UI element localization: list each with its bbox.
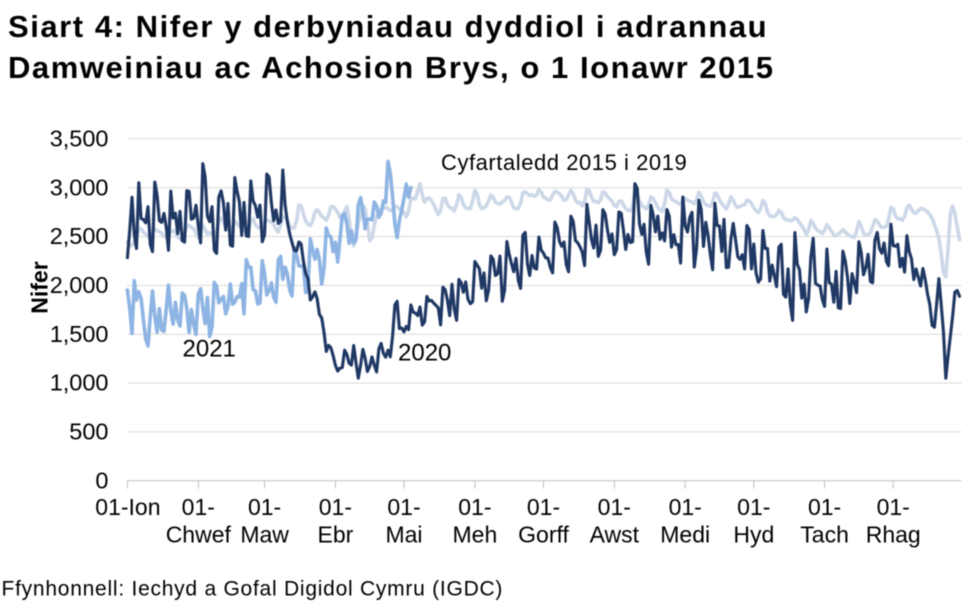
- svg-text:01-: 01-: [458, 494, 491, 520]
- svg-text:01-: 01-: [387, 494, 420, 520]
- svg-text:Rhag: Rhag: [866, 522, 921, 548]
- svg-text:01-: 01-: [598, 494, 631, 520]
- svg-text:01-: 01-: [808, 494, 841, 520]
- svg-text:2020: 2020: [398, 340, 451, 367]
- svg-text:01-: 01-: [737, 494, 770, 520]
- svg-text:Nifer: Nifer: [27, 261, 53, 313]
- svg-text:2021: 2021: [183, 336, 236, 363]
- svg-text:Chwef: Chwef: [166, 522, 232, 548]
- svg-text:Ffynhonnell: Iechyd a Gofal Di: Ffynhonnell: Iechyd a Gofal Digidol Cymr…: [2, 578, 504, 601]
- svg-text:Medi: Medi: [660, 522, 710, 548]
- svg-text:01-: 01-: [877, 494, 910, 520]
- svg-text:Hyd: Hyd: [733, 522, 774, 548]
- svg-text:01-: 01-: [182, 494, 215, 520]
- svg-text:3,000: 3,000: [50, 174, 109, 200]
- svg-text:3,500: 3,500: [50, 125, 109, 151]
- svg-text:2,000: 2,000: [50, 272, 109, 298]
- svg-text:01-: 01-: [669, 494, 702, 520]
- svg-text:Gorff: Gorff: [518, 522, 569, 548]
- svg-text:Mai: Mai: [385, 522, 422, 548]
- svg-text:01-: 01-: [319, 494, 352, 520]
- svg-text:1,000: 1,000: [50, 370, 109, 396]
- svg-text:Awst: Awst: [590, 522, 640, 548]
- svg-text:Tach: Tach: [800, 522, 849, 548]
- svg-text:Meh: Meh: [453, 522, 498, 548]
- svg-text:2,500: 2,500: [50, 223, 109, 249]
- svg-text:0: 0: [95, 467, 108, 493]
- svg-text:Maw: Maw: [240, 522, 289, 548]
- svg-text:01-: 01-: [527, 494, 560, 520]
- svg-text:01-Ion: 01-Ion: [95, 494, 160, 520]
- svg-text:1,500: 1,500: [50, 321, 109, 347]
- svg-text:500: 500: [69, 419, 108, 445]
- svg-text:Ebr: Ebr: [318, 522, 354, 548]
- svg-text:01-: 01-: [248, 494, 281, 520]
- svg-text:Cyfartaledd 2015 i 2019: Cyfartaledd 2015 i 2019: [441, 150, 687, 175]
